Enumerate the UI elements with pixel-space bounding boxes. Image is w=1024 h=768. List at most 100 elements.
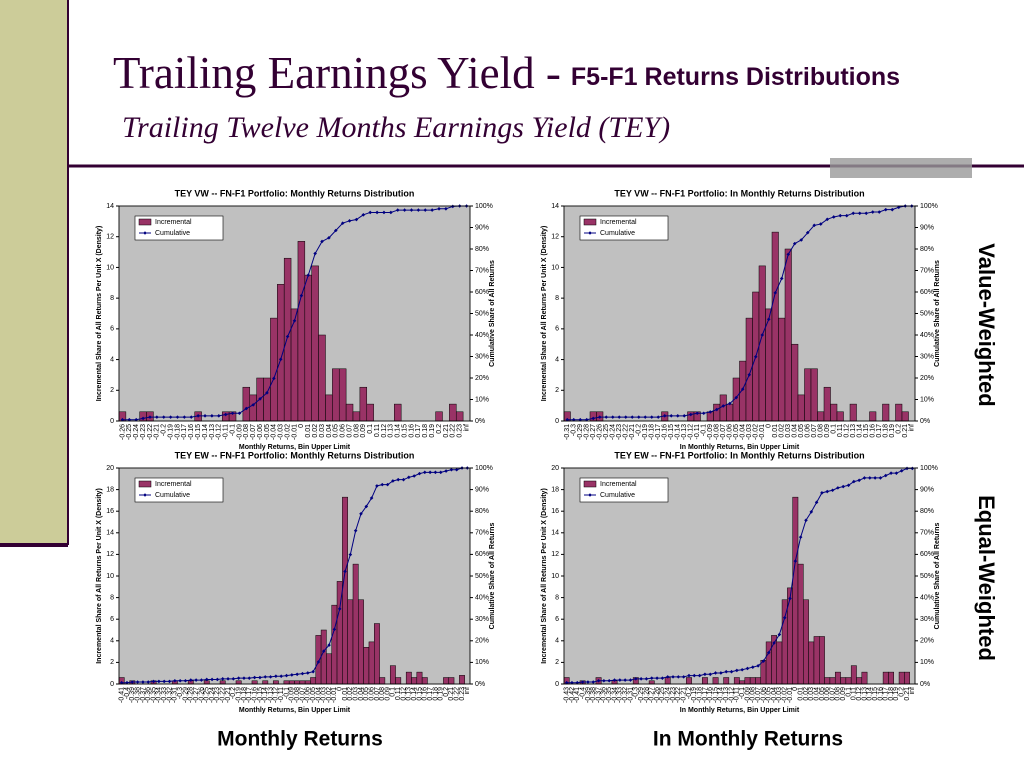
- line-marker: [141, 680, 145, 684]
- line-marker: [692, 673, 697, 678]
- x-tick-label: -0.28: [584, 424, 591, 440]
- line-marker: [231, 677, 236, 681]
- x-tick-label: -0.38: [590, 687, 597, 703]
- bar: [459, 675, 465, 685]
- legend-label: Incremental: [600, 219, 637, 226]
- bar: [272, 680, 279, 685]
- bar: [235, 680, 242, 685]
- x-tick-label: 0.07: [829, 687, 836, 701]
- line-marker: [665, 675, 670, 679]
- y2-tick-label: 20%: [920, 375, 934, 382]
- line-marker: [724, 669, 729, 674]
- y2-tick-label: 90%: [920, 224, 934, 231]
- x-tick-label: -0.41: [574, 687, 581, 703]
- x-tick-label: -0.22: [623, 424, 630, 440]
- bar: [455, 411, 464, 422]
- line-marker: [844, 213, 849, 218]
- bar: [310, 677, 317, 685]
- bar: [819, 636, 825, 685]
- title-bar: [830, 158, 972, 178]
- x-tick-label: 0.15: [863, 424, 870, 438]
- legend-marker: [588, 493, 592, 497]
- x-tick-label: -0.01: [331, 687, 338, 703]
- x-tick-label: -0.22: [675, 687, 682, 703]
- line-marker: [347, 219, 352, 223]
- bar: [395, 677, 402, 685]
- line-marker: [883, 207, 888, 212]
- bar: [443, 677, 449, 685]
- x-tick-label: -0.24: [665, 687, 672, 703]
- x-tick-label: 0.09: [840, 687, 847, 701]
- y2-tick-label: 10%: [920, 396, 934, 403]
- line-marker: [364, 504, 369, 509]
- x-tick-label: -0.25: [659, 687, 666, 703]
- bar: [448, 677, 455, 685]
- line-marker: [669, 414, 674, 418]
- bar: [219, 680, 226, 685]
- line-marker: [430, 208, 434, 212]
- line-marker: [395, 208, 400, 212]
- x-tick-label: 0.19: [429, 424, 436, 438]
- chart-title: TEY EW -- FN-F1 Portfolio: Monthly Retur…: [175, 450, 415, 460]
- bar: [320, 629, 327, 685]
- bar: [888, 671, 894, 685]
- line-marker: [766, 317, 771, 322]
- x-tick-label: -0.26: [597, 424, 604, 440]
- line-marker: [713, 671, 718, 675]
- x-tick-label: inf: [464, 687, 471, 694]
- y-tick-label: 0: [555, 681, 559, 688]
- y2-tick-label: 100%: [475, 203, 493, 210]
- bar: [850, 665, 857, 685]
- x-tick-label: 0.13: [861, 687, 868, 701]
- bar: [836, 411, 844, 422]
- line-marker: [877, 210, 882, 214]
- line-marker: [727, 401, 732, 406]
- x-tick-label: 0.21: [904, 687, 911, 701]
- bar: [405, 671, 412, 685]
- y2-tick-label: 0%: [475, 681, 485, 688]
- line-marker: [760, 333, 765, 337]
- x-tick-label: -0.25: [603, 424, 610, 440]
- line-marker: [199, 678, 204, 682]
- y2-tick-label: 30%: [920, 353, 934, 360]
- y-tick-label: 18: [551, 486, 559, 493]
- line-marker: [438, 470, 443, 475]
- line-marker: [862, 476, 867, 480]
- line-marker: [385, 482, 390, 487]
- x-tick-label: 0.2: [443, 687, 450, 697]
- line-marker: [120, 417, 125, 422]
- bar: [435, 411, 443, 422]
- bar: [760, 659, 767, 685]
- bar: [726, 403, 734, 422]
- x-tick-label: 0.02: [312, 424, 319, 438]
- line-marker: [682, 414, 687, 418]
- line-marker: [412, 474, 416, 478]
- x-tick-label: 0.1: [367, 424, 374, 434]
- line-marker: [792, 241, 797, 246]
- line-marker: [633, 677, 638, 681]
- x-tick-label: -0.09: [707, 424, 714, 440]
- y-tick-label: 2: [555, 387, 559, 394]
- line-marker: [417, 471, 422, 476]
- bar: [304, 274, 312, 422]
- side-strip: [0, 0, 68, 545]
- y2-tick-label: 80%: [920, 246, 934, 253]
- x-tick-label: -0.08: [714, 424, 721, 440]
- legend-label: Cumulative: [155, 492, 190, 499]
- x-tick-label: -0.28: [188, 687, 195, 703]
- x-tick-label: -0.36: [601, 687, 608, 703]
- line-marker: [189, 415, 194, 419]
- x-tick-label: 0.14: [857, 424, 864, 438]
- x-tick-label: -0.16: [707, 687, 714, 703]
- bar: [810, 368, 818, 422]
- y2-tick-label: 0%: [920, 418, 930, 425]
- x-tick-label: -0.11: [278, 687, 285, 703]
- line-marker: [196, 414, 200, 418]
- y2-tick-label: 10%: [475, 659, 489, 666]
- bar: [283, 680, 290, 685]
- bar: [829, 677, 836, 685]
- x-tick-label: -0.04: [771, 687, 778, 703]
- x-tick-label: -0.42: [569, 687, 576, 703]
- x-tick-label: 0.16: [870, 424, 877, 438]
- x-tick-label: -0.14: [718, 687, 725, 703]
